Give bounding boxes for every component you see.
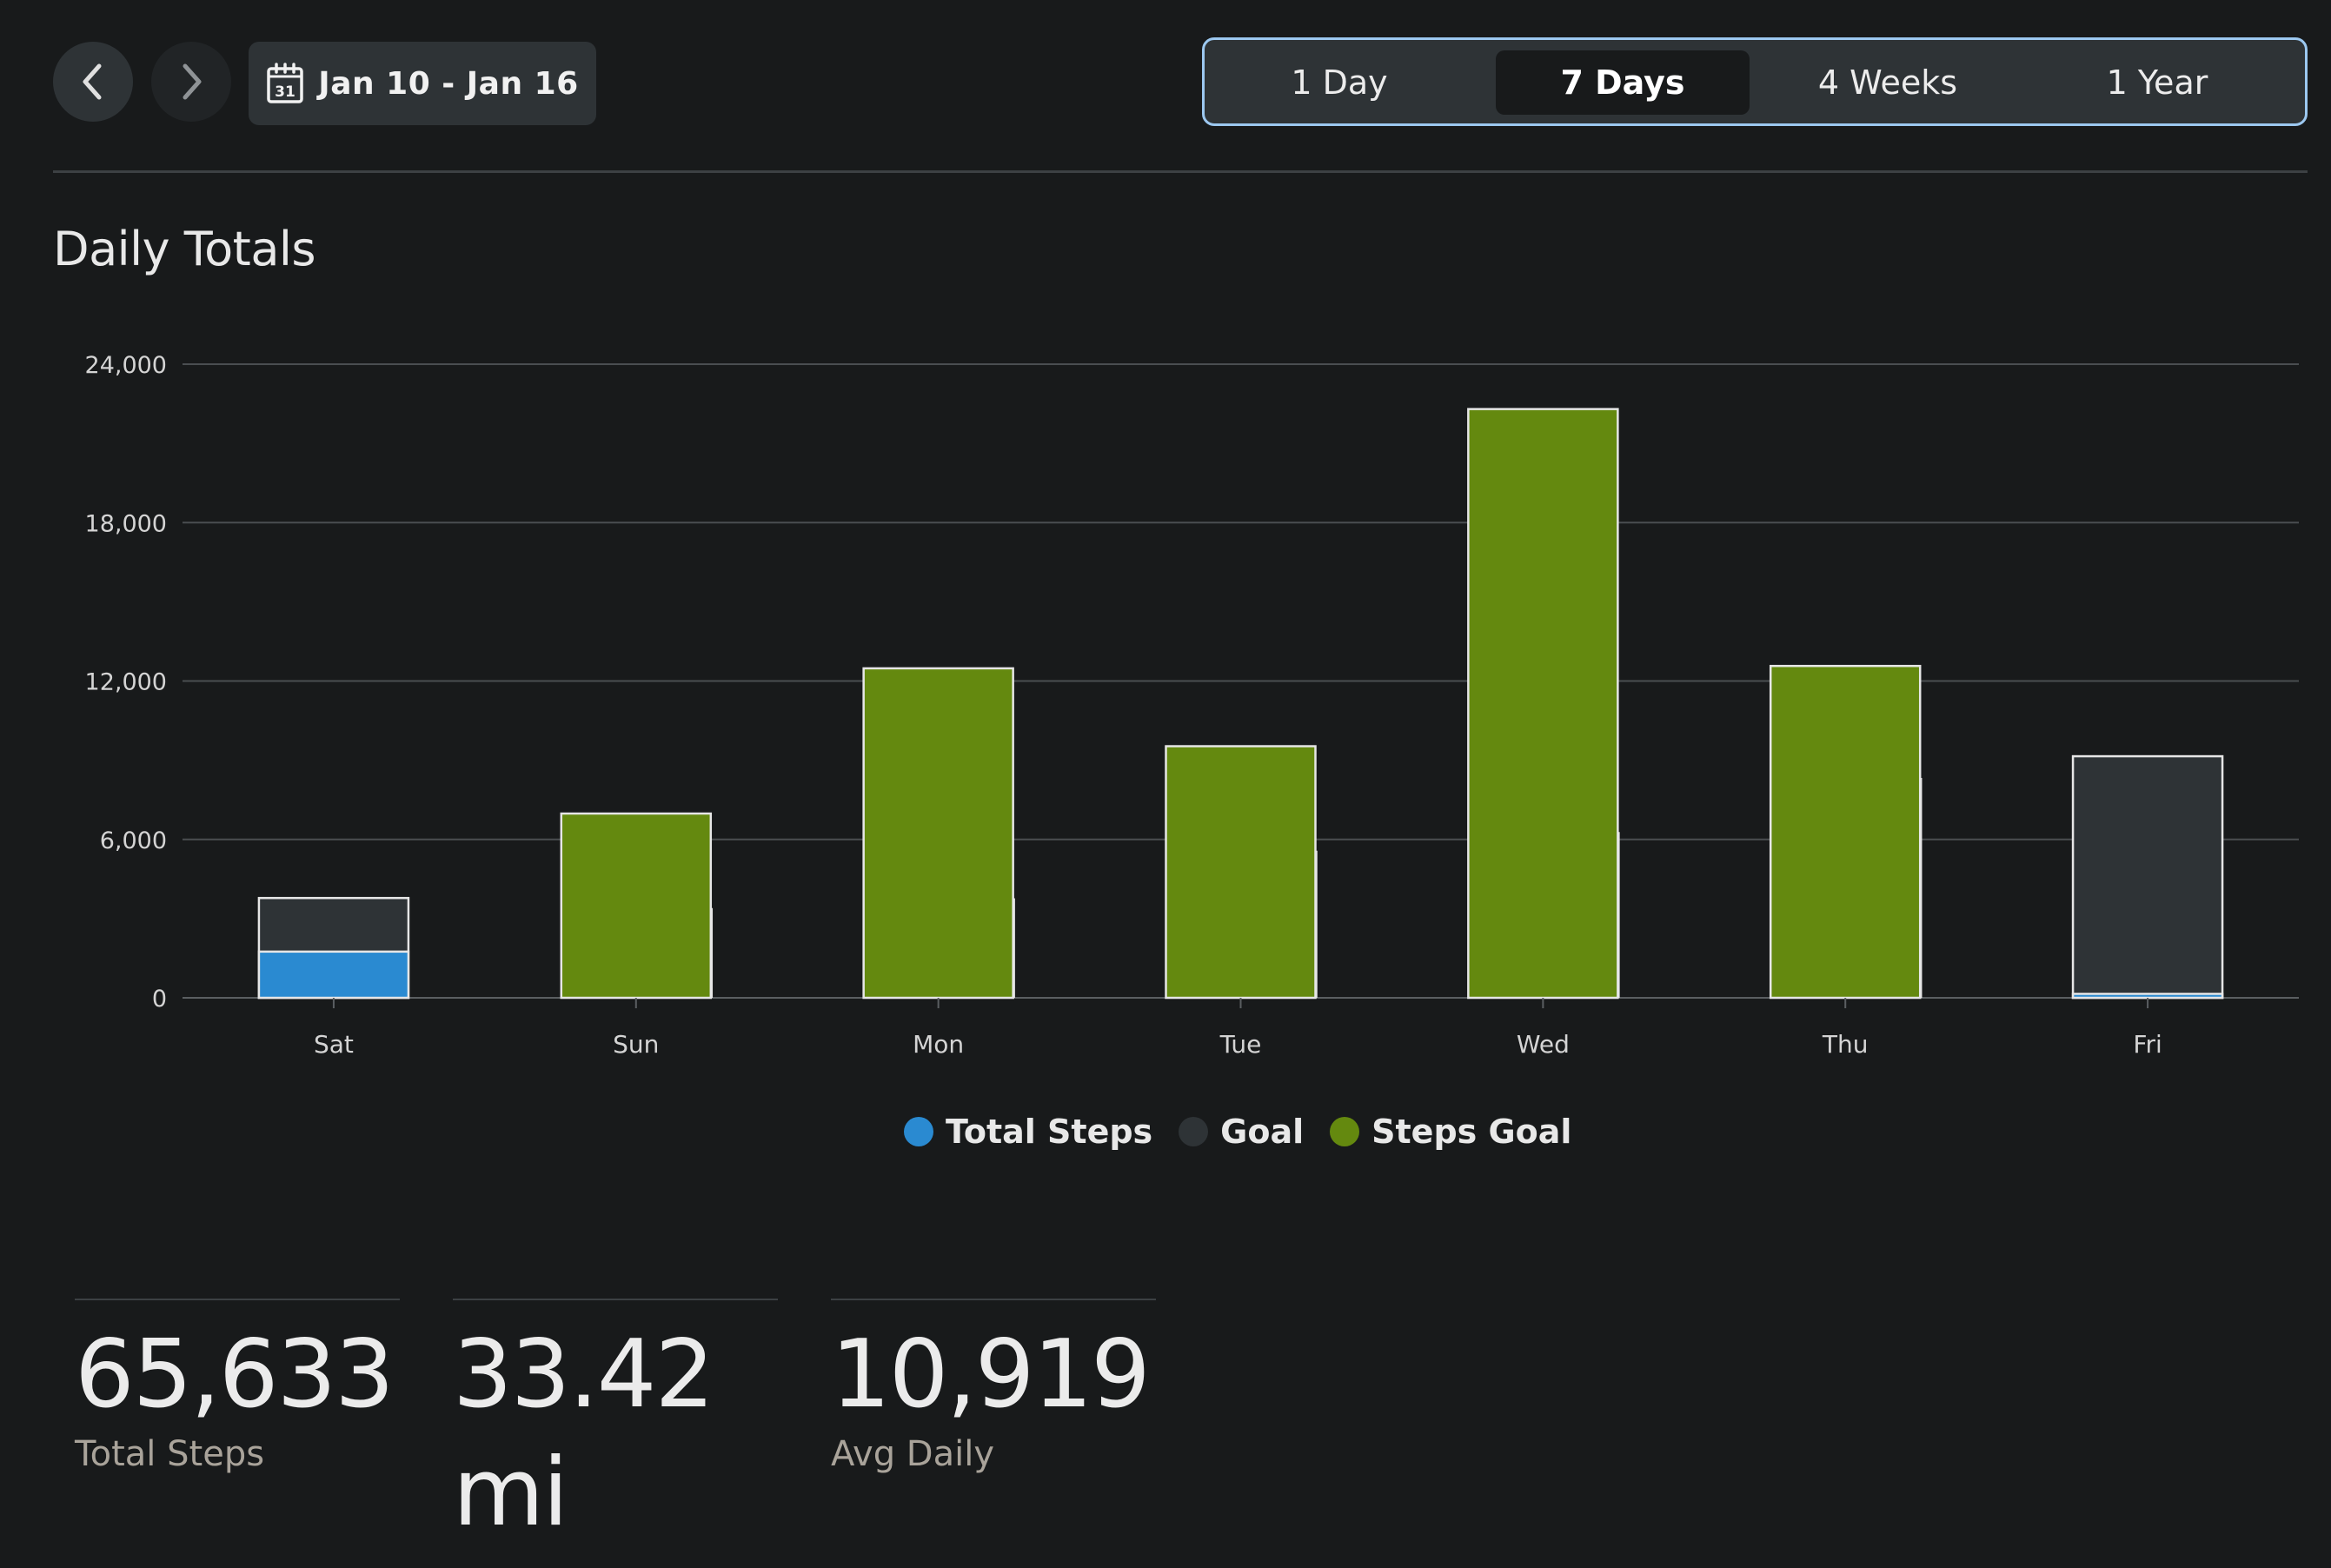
stat-value: 10,919	[831, 1320, 1151, 1429]
legend-item-total-steps[interactable]: Total Steps	[904, 1113, 1152, 1151]
calendar-day-number: 31	[275, 83, 296, 101]
stat-avg-daily: 10,919 Avg Daily	[831, 1299, 1156, 1474]
x-tick-label: Thu	[1822, 1030, 1869, 1059]
range-selector: 1 Day 7 Days 4 Weeks 1 Year	[1202, 37, 2308, 126]
stat-divider	[453, 1299, 778, 1300]
legend-item-steps-goal[interactable]: Steps Goal	[1330, 1113, 1571, 1151]
stat-divider	[75, 1299, 400, 1300]
stat-value: 33.42 mi	[453, 1320, 714, 1547]
legend-item-goal[interactable]: Goal	[1179, 1113, 1304, 1151]
steps-bar[interactable]	[257, 950, 410, 1000]
x-tick-label: Fri	[2133, 1030, 2162, 1059]
chart-title: Daily Totals	[53, 222, 316, 276]
y-tick-label: 24,000	[85, 352, 167, 379]
legend-label: Goal	[1220, 1113, 1305, 1151]
y-tick-label: 18,000	[85, 510, 167, 537]
tab-1-year[interactable]: 1 Year	[2106, 63, 2208, 102]
legend-label: Steps Goal	[1371, 1113, 1572, 1151]
steps-goal-bar[interactable]	[560, 812, 713, 1000]
calendar-icon: 31	[267, 63, 304, 103]
stat-total-steps: 65,633 Total Steps	[75, 1299, 400, 1474]
legend-label: Total Steps	[946, 1113, 1153, 1151]
x-tick-label: Tue	[1219, 1030, 1262, 1059]
legend-swatch-steps-goal	[1330, 1117, 1360, 1146]
steps-goal-bar[interactable]	[1165, 745, 1317, 1000]
stat-distance: 33.42 mi	[453, 1299, 778, 1552]
chevron-left-icon	[83, 63, 102, 100]
steps-goal-bar[interactable]	[862, 667, 1014, 1000]
tab-1-day[interactable]: 1 Day	[1291, 63, 1388, 102]
goal-bar[interactable]	[2071, 754, 2224, 1000]
chart-legend: Total Steps Goal Steps Goal	[904, 1104, 1571, 1159]
stat-value: 65,633	[75, 1320, 395, 1429]
tab-7-days[interactable]: 7 Days	[1496, 50, 1750, 115]
previous-period-button[interactable]	[53, 42, 133, 122]
tab-4-weeks[interactable]: 4 Weeks	[1817, 63, 1958, 102]
y-tick-label: 0	[152, 986, 167, 1013]
y-tick-label: 12,000	[85, 669, 167, 696]
header-divider	[53, 170, 2308, 173]
next-period-button[interactable]	[151, 42, 231, 122]
x-tick-label: Sun	[613, 1030, 659, 1059]
stat-caption: Total Steps	[75, 1434, 265, 1474]
steps-goal-bar[interactable]	[1467, 408, 1619, 1000]
date-range-picker[interactable]: 31 Jan 10 - Jan 16	[249, 42, 596, 125]
legend-swatch-total-steps	[904, 1117, 933, 1146]
steps-goal-bar[interactable]	[1769, 664, 1922, 1000]
steps-bar[interactable]	[2071, 993, 2224, 1000]
legend-swatch-goal	[1179, 1117, 1209, 1146]
x-tick-label: Mon	[913, 1030, 964, 1059]
x-tick-label: Sat	[314, 1030, 354, 1059]
chevron-right-icon	[183, 63, 202, 100]
x-tick-label: Wed	[1517, 1030, 1570, 1059]
y-tick-label: 6,000	[100, 827, 167, 854]
date-range-label: Jan 10 - Jan 16	[318, 65, 579, 102]
stat-divider	[831, 1299, 1156, 1300]
stat-caption: Avg Daily	[831, 1434, 995, 1474]
